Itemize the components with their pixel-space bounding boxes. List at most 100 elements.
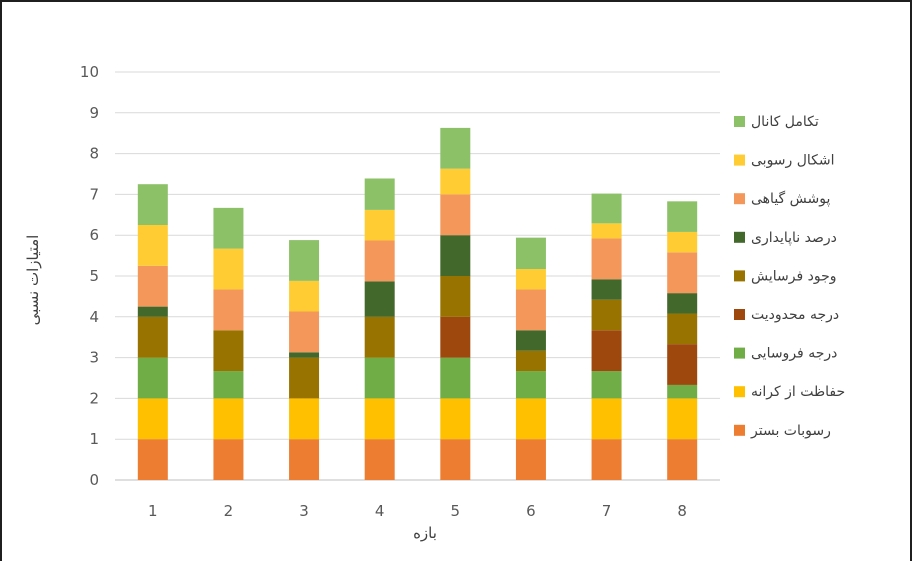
bars: [137, 127, 698, 480]
bar-segment: [213, 248, 244, 290]
bar-segment: [667, 252, 698, 294]
bar-segment: [667, 398, 698, 440]
bar-segment: [591, 439, 622, 480]
y-axis-title: امتیازات نسبی: [24, 235, 42, 326]
bar-segment: [364, 316, 395, 358]
gridlines: [115, 71, 720, 481]
legend-swatch: [734, 116, 745, 127]
y-tick-label: 1: [89, 430, 99, 448]
bar-segment: [364, 281, 395, 317]
bar-segment: [213, 289, 244, 331]
bar-segment: [591, 299, 622, 331]
x-tick-label: 4: [375, 502, 385, 520]
bar-segment: [137, 316, 168, 358]
bar-segment: [591, 398, 622, 440]
bar-segment: [515, 439, 546, 480]
legend: تکامل کانال اشکال رسوبی پوشش گیاهی درصد ناپ…: [734, 114, 845, 439]
bar-segment: [137, 398, 168, 440]
bar-segment: [137, 265, 168, 307]
bar-segment: [591, 279, 622, 300]
bar-segment: [667, 439, 698, 480]
y-tick-label: 5: [89, 267, 99, 285]
bar-segment: [289, 352, 320, 358]
bar-segment: [289, 280, 320, 312]
bar-segment: [440, 357, 471, 399]
bar-segment: [515, 330, 546, 351]
bar-segment: [137, 357, 168, 399]
y-tick-label: 6: [89, 226, 99, 244]
y-tick-label: 10: [80, 63, 99, 81]
bar-segment: [289, 439, 320, 480]
bar-segment: [515, 237, 546, 270]
legend-swatch: [734, 309, 745, 320]
bar-segment: [289, 398, 320, 440]
bar-segment: [440, 316, 471, 358]
y-tick-label: 0: [89, 471, 99, 489]
bar-segment: [213, 207, 244, 249]
bar-segment: [364, 398, 395, 440]
x-tick-label: 5: [451, 502, 461, 520]
bar-segment: [137, 439, 168, 480]
x-tick-label: 2: [224, 502, 234, 520]
bar-segment: [213, 371, 244, 399]
y-tick-label: 4: [89, 308, 99, 326]
legend-label: رسوبات بستر: [750, 423, 831, 439]
legend-label: اشکال رسوبی: [751, 153, 835, 169]
legend-swatch: [734, 231, 745, 243]
legend-swatch: [734, 347, 745, 359]
x-tick-label: 1: [148, 502, 158, 520]
legend-swatch: [734, 270, 745, 282]
bar-segment: [667, 293, 698, 314]
bar-segment: [289, 240, 320, 281]
bar-segment: [137, 184, 168, 225]
bar-segment: [440, 127, 471, 169]
bar-segment: [667, 384, 698, 399]
bar-segment: [591, 330, 622, 372]
x-tick-label: 7: [602, 502, 612, 520]
bar-segment: [440, 194, 471, 236]
bar-segment: [591, 223, 622, 239]
bar-segment: [364, 178, 395, 210]
legend-label: درجه فروسایی: [751, 346, 837, 362]
bar-segment: [213, 439, 244, 480]
bar-segment: [364, 209, 395, 241]
bar-segment: [591, 193, 622, 224]
x-tick-label: 6: [526, 502, 536, 520]
bar-segment: [137, 306, 168, 317]
bar-segment: [591, 371, 622, 399]
y-tick-label: 7: [89, 185, 99, 203]
bar-segment: [667, 313, 698, 345]
bar-segment: [667, 231, 698, 253]
x-axis-title: بازه: [413, 524, 437, 542]
bar-segment: [364, 240, 395, 282]
y-tick-labels: 0 1 2 3 4 5 6 7 8 9 10: [80, 63, 99, 489]
legend-label: تکامل کانال: [751, 114, 819, 130]
legend-swatch: [734, 193, 745, 205]
bar-segment: [364, 439, 395, 480]
bar-segment: [667, 201, 698, 232]
legend-label: درصد ناپایداری: [751, 230, 837, 246]
legend-label: حفاظت از کرانه: [751, 384, 845, 400]
bar-segment: [364, 357, 395, 399]
x-tick-labels: 1 2 3 4 5 6 7 8: [148, 502, 687, 520]
bar-segment: [515, 350, 546, 372]
bar-segment: [289, 311, 320, 353]
bar-segment: [213, 398, 244, 440]
bar-segment: [213, 330, 244, 372]
bar-segment: [667, 344, 698, 385]
legend-swatch: [734, 154, 745, 166]
bar-segment: [440, 276, 471, 317]
legend-label: وجود فرسایش: [751, 268, 837, 284]
bar-segment: [515, 269, 546, 290]
legend-swatch: [734, 424, 745, 436]
legend-label: پوشش گیاهی: [751, 190, 830, 207]
bar-segment: [515, 289, 546, 331]
bar-segment: [591, 238, 622, 280]
bar-segment: [440, 439, 471, 480]
legend-swatch: [734, 386, 745, 398]
bar-segment: [440, 235, 471, 276]
y-tick-label: 2: [89, 389, 99, 407]
bar-segment: [137, 225, 168, 266]
x-tick-label: 8: [677, 502, 687, 520]
